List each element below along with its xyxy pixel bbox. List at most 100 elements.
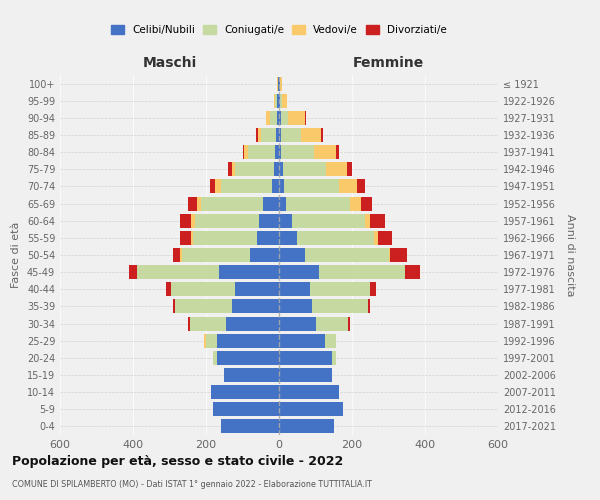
Bar (214, 351, 217, 365)
Text: Maschi: Maschi (142, 56, 197, 70)
Bar (279, 351, 332, 365)
Bar (405, 265, 419, 279)
Bar (204, 334, 206, 347)
Bar (248, 145, 275, 159)
Bar (137, 265, 219, 279)
Legend: Celibi/Nubili, Coniugati/e, Vedovi/e, Divorziati/e: Celibi/Nubili, Coniugati/e, Vedovi/e, Di… (107, 20, 451, 39)
Text: Femmine: Femmine (353, 56, 424, 70)
Bar (276, 128, 279, 142)
Bar (226, 316, 279, 330)
Bar (281, 111, 288, 125)
Bar (325, 334, 335, 347)
Y-axis label: Anni di nascita: Anni di nascita (565, 214, 575, 296)
Bar (280, 76, 281, 90)
Bar (257, 231, 279, 245)
Bar (173, 248, 181, 262)
Bar (339, 180, 358, 194)
Bar (182, 248, 250, 262)
Bar (365, 214, 370, 228)
Bar (310, 282, 370, 296)
Bar (391, 248, 407, 262)
Bar (277, 94, 279, 108)
Y-axis label: Fasce di età: Fasce di età (11, 222, 21, 288)
Bar (332, 351, 335, 365)
Bar (279, 162, 283, 176)
Bar (166, 282, 172, 296)
Bar (193, 231, 257, 245)
Bar (370, 214, 385, 228)
Bar (319, 265, 405, 279)
Bar (326, 162, 347, 176)
Bar (175, 300, 232, 314)
Bar (274, 162, 279, 176)
Bar (314, 145, 335, 159)
Bar (282, 94, 287, 108)
Bar (361, 196, 372, 210)
Bar (274, 94, 275, 108)
Bar (221, 180, 272, 194)
Bar (262, 128, 276, 142)
Bar (263, 196, 279, 210)
Bar (217, 334, 279, 347)
Bar (279, 196, 286, 210)
Bar (284, 180, 339, 194)
Bar (279, 334, 325, 347)
Bar (279, 402, 343, 416)
Bar (200, 196, 263, 210)
Bar (275, 94, 277, 108)
Bar (279, 248, 305, 262)
Bar (188, 196, 197, 210)
Bar (209, 180, 215, 194)
Bar (278, 76, 279, 90)
Bar (215, 180, 221, 194)
Bar (172, 282, 235, 296)
Bar (335, 145, 339, 159)
Bar (321, 128, 323, 142)
Bar (181, 214, 191, 228)
Bar (279, 420, 334, 434)
Bar (305, 111, 307, 125)
Bar (292, 214, 365, 228)
Bar (188, 316, 190, 330)
Bar (358, 180, 365, 194)
Bar (219, 265, 279, 279)
Bar (279, 128, 281, 142)
Bar (275, 145, 279, 159)
Bar (206, 334, 217, 347)
Bar (281, 145, 314, 159)
Bar (217, 351, 279, 365)
Bar (235, 282, 279, 296)
Bar (279, 265, 319, 279)
Bar (305, 248, 389, 262)
Bar (279, 145, 281, 159)
Bar (221, 420, 279, 434)
Bar (279, 282, 310, 296)
Bar (288, 111, 305, 125)
Bar (279, 76, 280, 90)
Bar (370, 282, 376, 296)
Bar (228, 162, 232, 176)
Bar (250, 248, 279, 262)
Bar (374, 231, 377, 245)
Bar (256, 128, 258, 142)
Bar (191, 231, 193, 245)
Bar (312, 300, 368, 314)
Bar (350, 196, 361, 210)
Bar (377, 231, 392, 245)
Bar (368, 300, 370, 314)
Bar (286, 196, 350, 210)
Bar (258, 128, 262, 142)
Bar (224, 368, 279, 382)
Bar (277, 111, 279, 125)
Bar (191, 214, 195, 228)
Bar (301, 128, 321, 142)
Bar (283, 162, 326, 176)
Bar (316, 316, 349, 330)
Bar (197, 196, 200, 210)
Bar (272, 180, 279, 194)
Bar (280, 94, 282, 108)
Bar (173, 300, 175, 314)
Bar (281, 128, 301, 142)
Bar (279, 368, 332, 382)
Bar (279, 300, 312, 314)
